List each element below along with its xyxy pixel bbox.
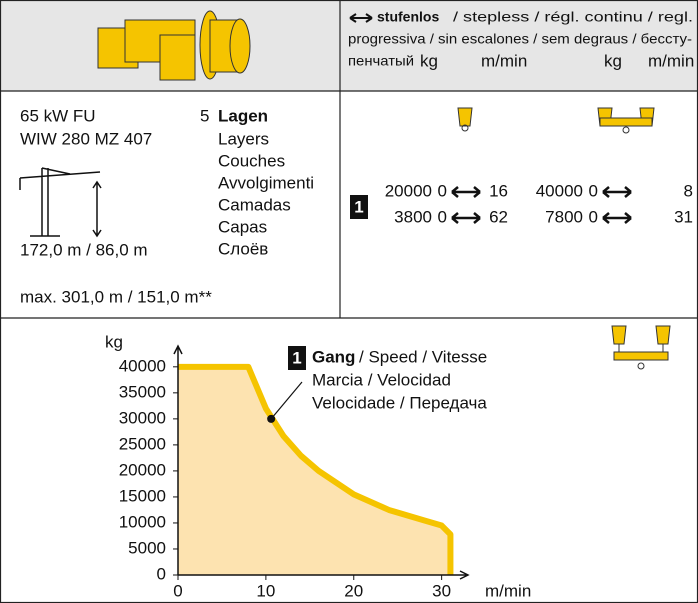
x-tick-label: 10	[256, 581, 275, 600]
annotation-line: / Speed / Vitesse	[359, 347, 487, 366]
header-line: progressiva / sin escalones / sem degrau…	[348, 31, 692, 47]
speed-table: 20000 0 16 40000 0 8 3800 0 62 7800 0 31	[385, 181, 693, 226]
layers-label: Avvolgimenti	[218, 173, 314, 192]
gear-number: 1	[354, 197, 363, 216]
arrow-icon	[603, 187, 631, 197]
speed-value: 8	[684, 181, 693, 200]
y-tick-label: 25000	[119, 434, 166, 453]
arrow-icon	[452, 187, 480, 197]
column-header: m/min	[648, 51, 694, 70]
x-tick-label: 30	[432, 581, 451, 600]
max-height: max. 301,0 m / 151,0 m**	[20, 287, 212, 306]
y-tick-label: 5000	[128, 538, 166, 557]
speed-value: 20000	[385, 181, 432, 200]
speed-value: 0	[589, 181, 598, 200]
arrow-icon	[452, 213, 480, 223]
layers-label: Camadas	[218, 195, 291, 214]
speed-value: 0	[438, 207, 447, 226]
y-tick-label: 0	[157, 564, 166, 583]
hook-height: 172,0 m / 86,0 m	[20, 240, 148, 259]
x-tick-label: 0	[173, 581, 182, 600]
speed-value: 40000	[536, 181, 583, 200]
marker	[267, 415, 275, 423]
y-tick-label: 10000	[119, 512, 166, 531]
layers-label: Couches	[218, 151, 285, 170]
header-title: stufenlos	[377, 9, 439, 25]
annotation-line: Velocidade / Передача	[312, 393, 487, 412]
column-header: kg	[420, 51, 438, 70]
speed-value: 3800	[394, 207, 432, 226]
annotation-line: Marcia / Velocidad	[312, 370, 451, 389]
header-line: пенчатый	[348, 53, 414, 69]
speed-value: 31	[674, 207, 693, 226]
page: stufenlos / stepless / régl. continu / r…	[0, 0, 698, 603]
leader-line	[271, 382, 302, 419]
layers-label: Слоёв	[218, 239, 268, 258]
column-header: m/min	[481, 51, 527, 70]
layers-label: Lagen	[218, 106, 268, 125]
speed-value: 0	[589, 207, 598, 226]
header-line: / stepless / régl. continu / regl.	[453, 9, 693, 25]
y-axis-label: kg	[105, 332, 123, 351]
y-tick-label: 20000	[119, 460, 166, 479]
x-tick-label: 20	[344, 581, 363, 600]
x-axis-label: m/min	[485, 581, 531, 600]
speed-value: 0	[438, 181, 447, 200]
hook-double-icon	[598, 108, 654, 133]
speed-value: 7800	[545, 207, 583, 226]
hook-single-icon	[458, 108, 472, 131]
y-tick-label: 35000	[119, 382, 166, 401]
hook-double-icon	[612, 326, 670, 369]
annotation-bold: Gang	[312, 347, 355, 366]
motor-power: 65 kW FU	[20, 106, 96, 125]
column-header: kg	[604, 51, 622, 70]
arrow-icon	[603, 213, 631, 223]
y-tick-label: 15000	[119, 486, 166, 505]
speed-value: 16	[489, 181, 508, 200]
layers-label: Capas	[218, 217, 267, 236]
layers-label: Layers	[218, 129, 269, 148]
layers-count: 5	[200, 106, 209, 125]
speed-value: 62	[489, 207, 508, 226]
gear-number: 1	[292, 348, 301, 367]
crane-icon	[20, 168, 101, 236]
motor-model: WIW 280 MZ 407	[20, 129, 152, 148]
y-tick-label: 40000	[119, 356, 166, 375]
y-tick-label: 30000	[119, 408, 166, 427]
